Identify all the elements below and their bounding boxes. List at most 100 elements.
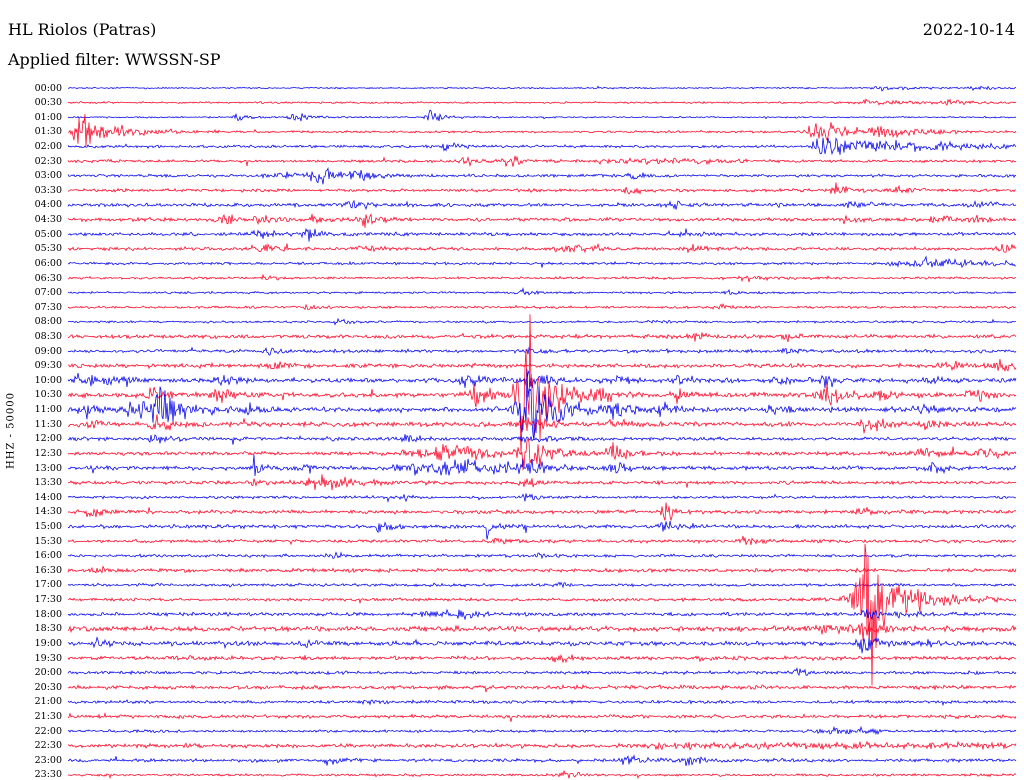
time-label: 07:00 <box>34 287 62 299</box>
trace-row-22:00 <box>67 725 1017 736</box>
time-label: 21:00 <box>34 696 62 708</box>
time-label: 20:30 <box>34 681 62 693</box>
time-label: 17:30 <box>34 594 62 606</box>
trace-row-17:30 <box>67 543 1017 686</box>
time-label: 16:00 <box>34 550 62 562</box>
trace-row-20:00 <box>67 667 1017 677</box>
time-label: 00:30 <box>34 97 62 109</box>
trace-row-02:00 <box>67 137 1017 156</box>
time-label: 12:00 <box>34 433 62 445</box>
time-label: 17:00 <box>34 579 62 591</box>
time-label: 13:00 <box>34 462 62 474</box>
time-label: 11:30 <box>34 418 62 430</box>
time-label: 01:30 <box>34 126 62 138</box>
time-label: 15:00 <box>34 521 62 532</box>
time-label: 14:00 <box>34 491 62 503</box>
time-label: 14:30 <box>34 506 62 518</box>
time-label: 01:00 <box>34 111 62 123</box>
trace-row-03:00 <box>67 167 1017 185</box>
time-label: 03:00 <box>34 170 62 182</box>
trace-row-02:30 <box>67 155 1017 167</box>
station-title: HL Riolos (Patras) <box>8 20 157 39</box>
trace-row-14:00 <box>67 493 1017 503</box>
time-label: 05:30 <box>34 243 62 255</box>
trace-row-23:30 <box>67 770 1017 779</box>
trace-row-04:00 <box>67 199 1017 211</box>
time-label: 10:30 <box>34 389 62 401</box>
time-label: 22:30 <box>34 740 62 752</box>
time-label: 23:30 <box>34 769 62 780</box>
applied-filter-label: Applied filter: WWSSN-SP <box>8 50 221 69</box>
trace-row-22:30 <box>67 740 1017 751</box>
time-label: 15:30 <box>34 535 62 547</box>
time-label: 21:30 <box>34 711 62 723</box>
trace-row-09:30 <box>67 358 1017 372</box>
trace-row-13:00 <box>67 454 1017 477</box>
trace-row-15:30 <box>67 535 1017 546</box>
time-label: 06:00 <box>34 257 62 269</box>
trace-row-18:00 <box>67 608 1017 621</box>
trace-row-07:30 <box>67 302 1017 311</box>
time-label: 04:30 <box>34 214 62 226</box>
trace-row-12:30 <box>67 437 1017 471</box>
time-label: 19:30 <box>34 652 62 664</box>
trace-row-05:30 <box>67 242 1017 254</box>
time-label: 20:00 <box>34 667 62 679</box>
time-label: 02:00 <box>34 140 62 152</box>
trace-row-23:00 <box>67 754 1017 766</box>
trace-row-20:30 <box>67 684 1017 693</box>
time-label: 11:00 <box>34 404 62 416</box>
time-label: 12:30 <box>34 447 62 459</box>
trace-row-08:00 <box>67 317 1017 326</box>
trace-row-19:30 <box>67 653 1017 664</box>
trace-row-00:30 <box>67 98 1017 106</box>
time-label: 19:00 <box>34 637 62 649</box>
trace-row-12:00 <box>67 434 1017 445</box>
trace-row-15:00 <box>67 521 1017 540</box>
trace-row-16:00 <box>67 551 1017 560</box>
time-label: 00:00 <box>34 82 62 94</box>
time-label: 04:00 <box>34 199 62 211</box>
trace-row-04:30 <box>67 212 1017 228</box>
trace-row-21:00 <box>67 699 1017 707</box>
trace-row-03:30 <box>67 182 1017 195</box>
trace-row-08:30 <box>67 332 1017 343</box>
time-label: 08:00 <box>34 316 62 328</box>
trace-row-16:30 <box>67 565 1017 574</box>
time-label: 02:30 <box>34 155 62 167</box>
time-label: 18:30 <box>34 623 62 635</box>
time-label: 23:00 <box>34 754 62 766</box>
trace-row-10:30 <box>67 314 1017 456</box>
trace-row-19:00 <box>67 636 1017 654</box>
trace-row-17:00 <box>67 581 1017 589</box>
time-label: 18:00 <box>34 608 62 620</box>
time-label: 22:00 <box>34 725 62 737</box>
record-date: 2022-10-14 <box>922 20 1015 39</box>
time-label: 09:30 <box>34 360 62 372</box>
trace-row-06:30 <box>67 273 1017 283</box>
trace-row-10:00 <box>67 369 1017 389</box>
trace-row-11:30 <box>67 414 1017 434</box>
time-label: 16:30 <box>34 564 62 576</box>
trace-row-00:00 <box>67 85 1017 92</box>
trace-row-11:00 <box>67 369 1017 441</box>
time-label: 03:30 <box>34 184 62 196</box>
time-label: 10:00 <box>34 374 62 386</box>
trace-row-13:30 <box>67 474 1017 491</box>
trace-row-05:00 <box>67 227 1017 242</box>
trace-row-18:30 <box>67 621 1017 641</box>
time-label: 07:30 <box>34 301 62 313</box>
time-label: 06:30 <box>34 272 62 284</box>
trace-row-09:00 <box>67 346 1017 356</box>
time-label: 13:30 <box>34 477 62 489</box>
trace-row-07:00 <box>67 287 1017 296</box>
trace-row-01:30 <box>67 114 1017 147</box>
trace-row-06:00 <box>67 255 1017 268</box>
trace-row-14:30 <box>67 502 1017 522</box>
time-label: 09:00 <box>34 345 62 357</box>
time-label: 08:30 <box>34 330 62 342</box>
trace-row-21:30 <box>67 712 1017 722</box>
time-label: 05:00 <box>34 228 62 240</box>
